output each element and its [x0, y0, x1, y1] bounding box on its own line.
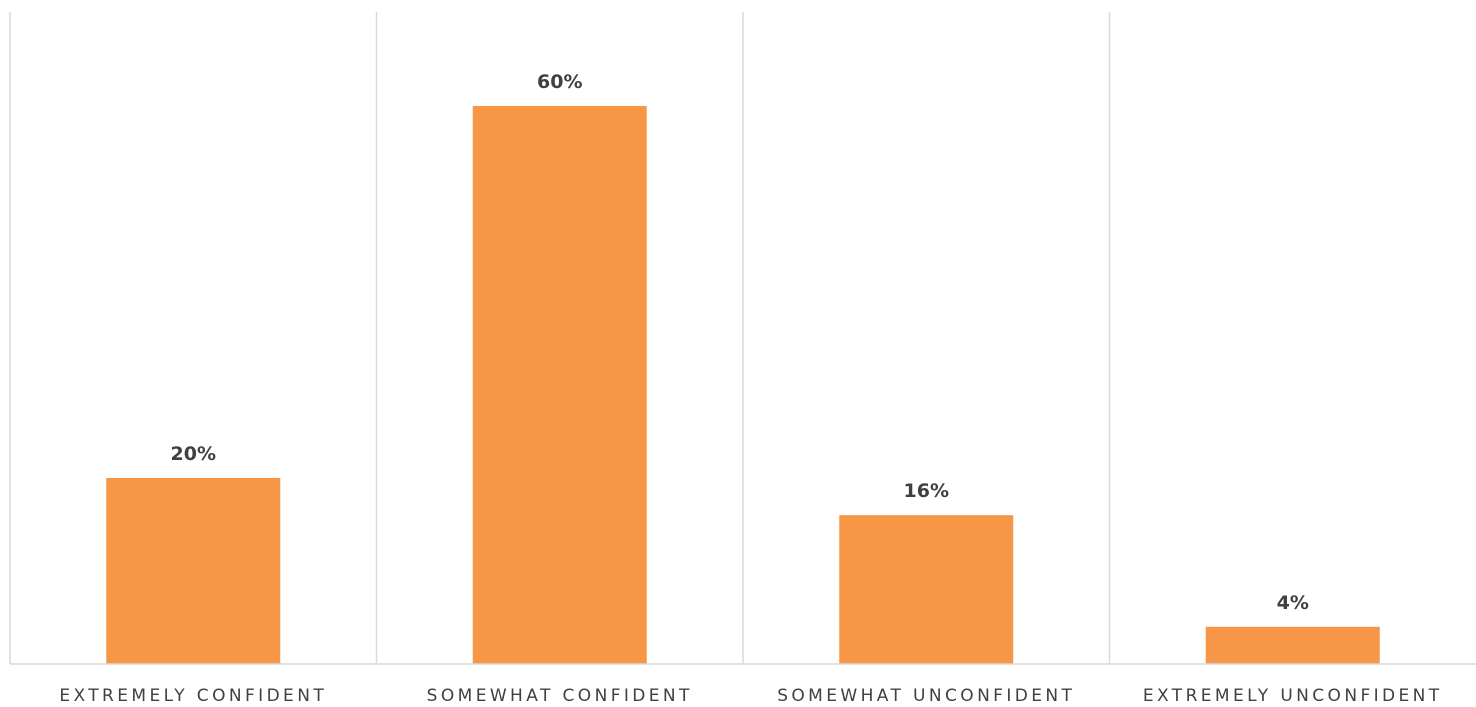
category-label: EXTREMELY CONFIDENT: [59, 686, 327, 706]
data-label: 4%: [1277, 592, 1309, 614]
data-label: 60%: [537, 71, 582, 93]
bar: [839, 515, 1014, 664]
category-label: EXTREMELY UNCONFIDENT: [1143, 686, 1443, 706]
data-label: 16%: [904, 480, 949, 502]
category-label: SOMEWHAT CONFIDENT: [427, 686, 693, 706]
data-label: 20%: [171, 443, 216, 465]
bar: [1205, 626, 1380, 664]
bar: [106, 478, 281, 664]
bar: [472, 106, 647, 664]
category-label: SOMEWHAT UNCONFIDENT: [777, 686, 1075, 706]
